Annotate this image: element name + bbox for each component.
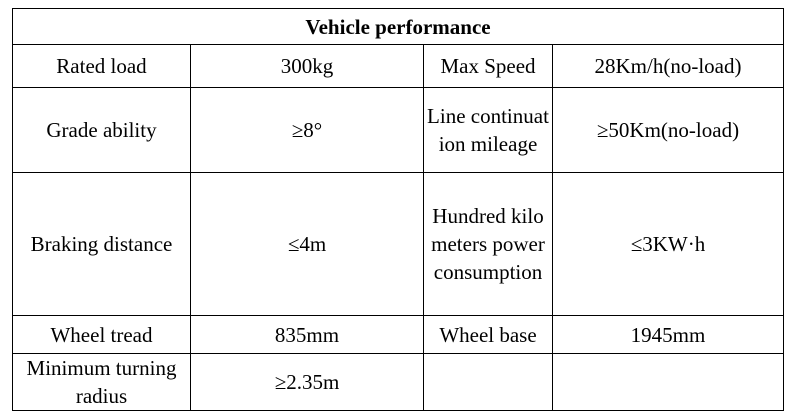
performance-table: Vehicle performance Rated load 300kg Max S… [12, 8, 784, 411]
table-row: Braking distance ≤4m Hundred kilometers po… [12, 172, 784, 316]
table-cell: Hundred kilometers power consumption [423, 172, 553, 316]
table-cell: 835mm [190, 315, 424, 354]
table-cell: Grade ability [12, 87, 191, 173]
table-cell: ≥50Km(no-load) [552, 87, 784, 173]
title-row: Vehicle performance [12, 8, 784, 45]
table-row: Grade ability ≥8° Line continuation mileag… [12, 87, 784, 173]
table-cell: ≤4m [190, 172, 424, 316]
table-cell: Minimum turning radius [12, 353, 191, 411]
table-cell: 1945mm [552, 315, 784, 354]
table-row: Rated load 300kg Max Speed 28Km/h(no-load) [12, 44, 784, 88]
table-title: Vehicle performance [12, 8, 784, 45]
table-cell: 28Km/h(no-load) [552, 44, 784, 88]
table-cell: Braking distance [12, 172, 191, 316]
table-cell: ≥2.35m [190, 353, 424, 411]
table-cell: Max Speed [423, 44, 553, 88]
table-cell: 300kg [190, 44, 424, 88]
table-cell: Line continuation mileage [423, 87, 553, 173]
table-cell: Wheel base [423, 315, 553, 354]
table-cell: ≤3KW·h [552, 172, 784, 316]
table-row: Minimum turning radius ≥2.35m [12, 353, 784, 411]
table-cell [552, 353, 784, 411]
table-cell: Wheel tread [12, 315, 191, 354]
table-cell: ≥8° [190, 87, 424, 173]
table-cell [423, 353, 553, 411]
table-cell: Rated load [12, 44, 191, 88]
table-row: Wheel tread 835mm Wheel base 1945mm [12, 315, 784, 354]
